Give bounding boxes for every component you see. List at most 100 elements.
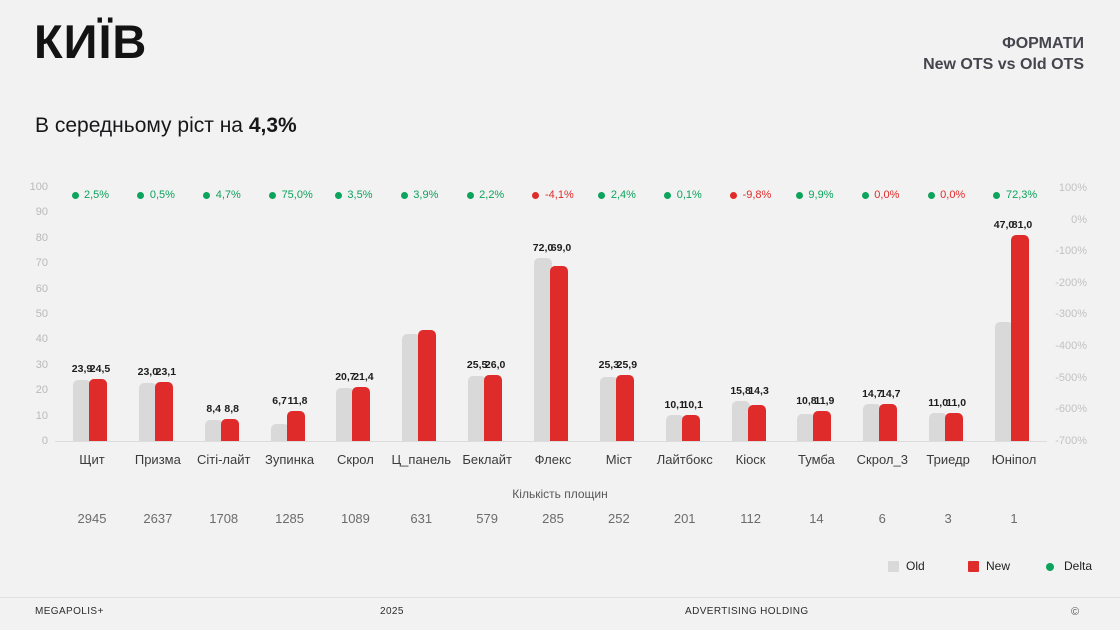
page-title: КИЇВ: [34, 15, 148, 68]
old-value-label: 15,8: [730, 384, 751, 397]
y-axis-left-tick: 80: [35, 231, 48, 244]
count-value: 2945: [77, 511, 107, 526]
category-label: Лайтбокс: [656, 452, 713, 467]
new-bar: [615, 375, 634, 441]
y-axis-left-tick: 50: [35, 308, 48, 320]
legend-new-label: New: [986, 559, 1011, 573]
y-axis-left-tick: 40: [35, 333, 48, 346]
delta-value: 2,5%: [84, 189, 110, 201]
y-axis-right-tick: -700%: [1055, 434, 1087, 447]
x-axis-line: [55, 441, 1047, 442]
new-value-label: 23,1: [155, 366, 177, 379]
delta-value: 2,2%: [479, 189, 505, 201]
count-value: 1285: [275, 511, 305, 526]
new-value-label: 10,1: [682, 399, 703, 412]
y-axis-left-tick: 10: [35, 409, 48, 422]
old-bar: [204, 419, 223, 441]
new-value-label: 11,8: [287, 395, 308, 408]
y-axis-right-tick: -300%: [1055, 308, 1087, 321]
delta-dot: [466, 191, 474, 199]
legend-old-marker: [888, 561, 899, 572]
delta-value: 2,4%: [610, 189, 636, 201]
delta-value: 4,7%: [215, 189, 241, 201]
new-bar: [286, 411, 305, 441]
y-axis-right-tick: -500%: [1055, 371, 1087, 384]
count-value: 14: [809, 511, 824, 526]
delta-value: -4,1%: [544, 189, 574, 201]
new-bar: [154, 382, 173, 441]
delta-value: 75,0%: [281, 189, 313, 201]
old-value-label: 23,9: [71, 362, 93, 375]
subtitle-text: В середньому ріст на: [35, 114, 249, 137]
header-kicker: ФОРМАТИ: [1002, 35, 1084, 52]
delta-dot: [598, 191, 606, 199]
delta-dot: [334, 191, 342, 199]
y-axis-right-tick: -400%: [1055, 340, 1087, 352]
category-label: Ц_панель: [391, 452, 452, 467]
count-value: 1: [1010, 511, 1018, 526]
old-bar: [138, 382, 157, 441]
counts-axis-title: Кількість площин: [512, 487, 608, 501]
category-label: Беклайт: [462, 452, 512, 467]
delta-value: 72,3%: [1005, 189, 1038, 201]
delta-dot: [203, 191, 211, 199]
new-value-label: 8,8: [224, 402, 240, 415]
delta-dot: [269, 191, 277, 199]
category-label: Зупинка: [265, 452, 315, 467]
count-value: 3: [944, 511, 952, 526]
delta-value: -9,8%: [742, 189, 772, 201]
old-bar: [402, 334, 421, 441]
y-axis-left-tick: 60: [35, 282, 48, 295]
count-value: 2637: [143, 511, 173, 526]
delta-dot: [795, 191, 803, 199]
old-value-label: 25,3: [598, 359, 620, 372]
y-axis-left-tick: 30: [35, 358, 48, 371]
old-value-label: 23,0: [137, 366, 159, 379]
new-value-label: 81,0: [1011, 219, 1033, 232]
old-bar: [533, 258, 552, 441]
delta-dot: [993, 191, 1001, 199]
old-value-label: 11,0: [928, 397, 949, 410]
old-value-label: 14,7: [862, 387, 883, 400]
footer-brand: MEGAPOLIS+: [35, 606, 104, 617]
count-value: 285: [542, 511, 564, 526]
old-value-label: 6,7: [272, 395, 287, 408]
category-label: Міст: [605, 452, 632, 467]
legend-new-marker: [968, 561, 979, 572]
header-subkicker: New OTS vs Old OTS: [923, 56, 1084, 73]
y-axis-right-tick: -200%: [1055, 276, 1087, 289]
new-value-label: 11,9: [814, 394, 835, 407]
delta-value: 3,9%: [413, 189, 439, 201]
new-value-label: 11,0: [946, 397, 967, 410]
delta-value: 0,0%: [874, 189, 900, 201]
old-value-label: 47,0: [993, 219, 1015, 232]
legend-delta-marker: [1046, 562, 1054, 571]
delta-value: 0,0%: [940, 189, 966, 201]
category-label: Щит: [79, 452, 105, 467]
copyright-icon: ©: [1071, 606, 1080, 618]
old-bar: [731, 400, 750, 441]
subtitle-value: 4,3%: [248, 114, 297, 137]
count-value: 6: [878, 511, 886, 526]
old-bar: [270, 423, 289, 441]
new-bar: [813, 410, 832, 441]
new-value-label: 26,0: [484, 358, 506, 371]
old-bar: [336, 388, 355, 441]
y-axis-right-tick: 0%: [1071, 213, 1087, 226]
count-value: 112: [740, 511, 761, 526]
new-bar: [747, 404, 766, 441]
count-value: 1708: [209, 511, 239, 526]
category-label: Юніпол: [991, 452, 1037, 467]
new-value-label: 25,9: [616, 359, 638, 372]
new-value-label: 14,3: [748, 384, 769, 397]
old-value-label: 72,0: [532, 242, 554, 255]
category-label: Тумба: [798, 452, 835, 467]
old-bar: [863, 403, 882, 441]
old-value-label: 8,4: [206, 402, 222, 415]
delta-dot: [861, 191, 869, 199]
old-bar: [599, 376, 618, 441]
old-bar: [73, 380, 91, 441]
new-bar: [418, 330, 437, 441]
count-value: 579: [476, 511, 498, 526]
